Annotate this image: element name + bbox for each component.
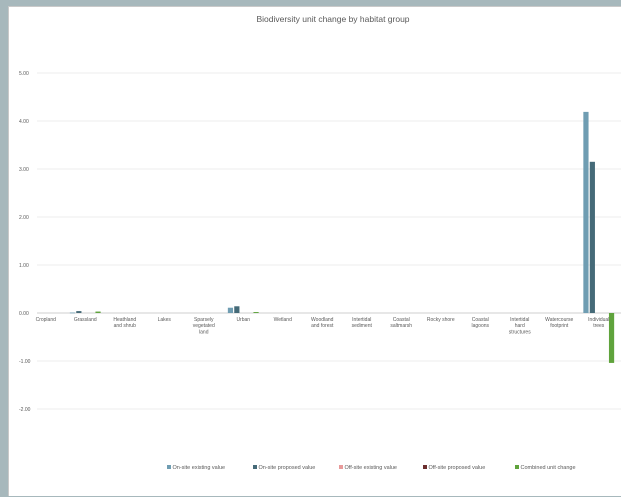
- y-tick-label: 1.00: [19, 263, 29, 269]
- legend-swatch: [167, 465, 171, 469]
- x-category-label: Coastal lagoons: [471, 317, 489, 329]
- bar-onsite-proposed-5: [234, 306, 240, 313]
- legend-label: Off-site existing value: [345, 465, 397, 471]
- x-category-label: Heathland and shrub: [113, 317, 136, 329]
- y-tick-label: -1.00: [19, 359, 31, 365]
- x-category-label: Intertidal sediment: [352, 317, 373, 329]
- x-category-label: Grassland: [74, 317, 97, 323]
- y-tick-label: 5.00: [19, 71, 29, 77]
- x-category-label: Individual trees: [588, 317, 609, 329]
- bar-onsite-existing-5: [227, 307, 234, 313]
- legend-swatch: [515, 465, 519, 469]
- x-category-label: Cropland: [36, 317, 57, 323]
- y-tick-label: 3.00: [19, 167, 29, 173]
- y-tick-label: 0.00: [19, 311, 29, 317]
- chart-title: Biodiversity unit change by habitat grou…: [256, 14, 409, 24]
- y-tick-label: 2.00: [19, 215, 29, 221]
- bar-onsite-proposed-1: [76, 311, 82, 313]
- y-tick-label: 4.00: [19, 119, 29, 125]
- bar-onsite-existing-14: [583, 111, 589, 313]
- x-category-label: Woodland and forest: [311, 317, 334, 329]
- x-category-label: Wetland: [274, 317, 292, 323]
- x-category-label: Rocky shore: [427, 317, 455, 323]
- bar-chart: Biodiversity unit change by habitat grou…: [19, 14, 621, 471]
- bar-combined-14: [608, 313, 615, 363]
- bar-onsite-existing-1: [69, 312, 76, 314]
- bar-combined-1: [95, 311, 101, 313]
- bar-combined-5: [253, 312, 259, 313]
- x-category-label: Lakes: [158, 317, 172, 323]
- legend-swatch: [253, 465, 257, 469]
- legend-swatch: [423, 465, 427, 469]
- legend-label: On-site proposed value: [259, 465, 316, 471]
- legend-label: Combined unit change: [521, 465, 576, 471]
- x-axis-categories: Cropland Grassland Heathland and shrub Lakes…: [36, 317, 610, 335]
- x-category-label: Watercourse footprint: [545, 317, 573, 329]
- y-tick-label: -2.00: [19, 407, 31, 413]
- y-axis-ticks: 5.00 4.00 3.00 2.00 1.00 0.00 -1.00 -2.00: [19, 71, 31, 413]
- x-category-label: Urban: [236, 317, 250, 323]
- x-category-label: Sparsely vegetated land: [193, 317, 215, 335]
- bar-onsite-proposed-14: [589, 161, 595, 313]
- bars: [69, 111, 615, 363]
- legend-label: Off-site proposed value: [429, 465, 486, 471]
- x-category-label: Coastal saltmarsh: [390, 317, 412, 329]
- gridlines: [37, 72, 621, 410]
- legend-label: On-site existing value: [173, 465, 226, 471]
- chart-area: Biodiversity unit change by habitat grou…: [8, 6, 621, 496]
- legend-swatch: [339, 465, 343, 469]
- x-category-label: Intertidal hard structures: [509, 317, 531, 335]
- legend: On-site existing value On-site proposed v…: [167, 465, 576, 471]
